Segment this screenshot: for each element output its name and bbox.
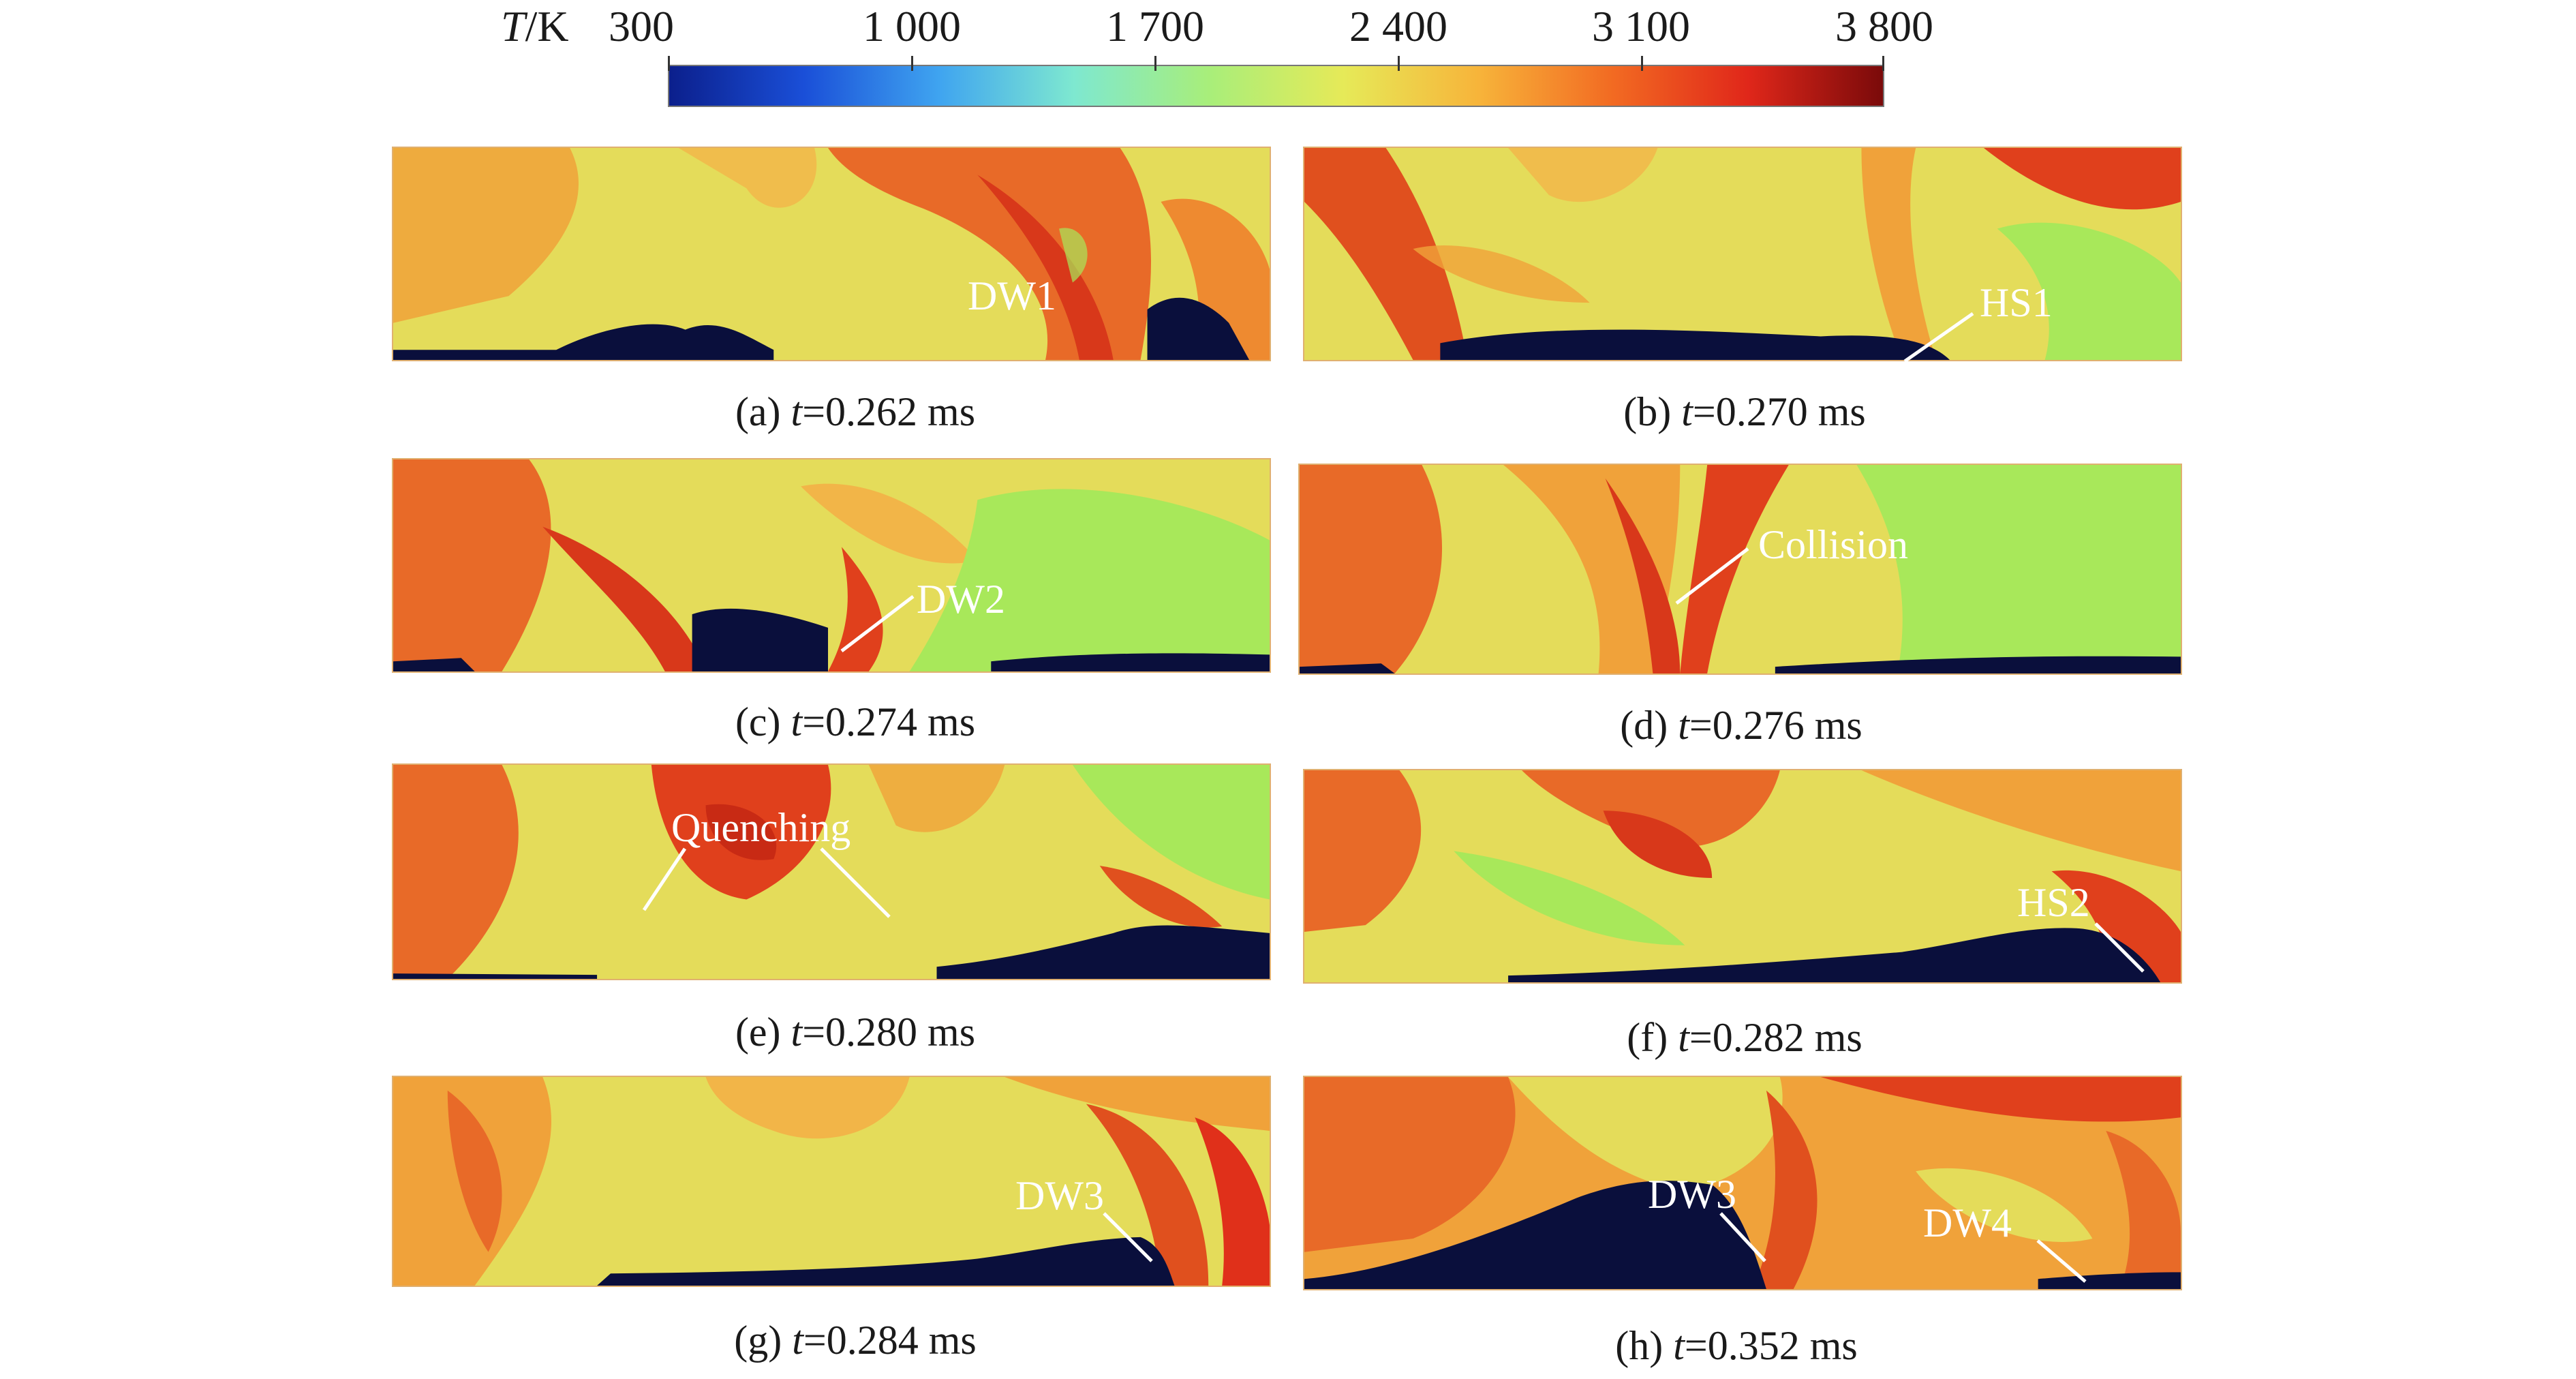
temperature-field-panel-a: [392, 147, 1271, 361]
colorbar-title-unit: /K: [525, 2, 569, 50]
colorbar-tick: [668, 56, 670, 71]
temperature-field-panel-b: [1303, 147, 2182, 361]
annotation-leader-line: [2036, 1239, 2087, 1283]
annotation-label: DW4: [1923, 1200, 2012, 1245]
colorbar-tick-label: 3 800: [1835, 2, 1933, 50]
caption-time-value: =0.284 ms: [803, 1318, 977, 1363]
temperature-field-panel-f: [1303, 769, 2182, 984]
annotation-leader-line: [642, 847, 687, 911]
caption-letter: (e): [735, 1010, 781, 1055]
colorbar-tick-label: 2 400: [1349, 2, 1447, 50]
caption-letter: (f): [1627, 1015, 1668, 1060]
annotation-leader-line: [2094, 922, 2145, 973]
caption-letter: (a): [735, 389, 781, 434]
colorbar-tick: [1154, 56, 1156, 71]
panel-caption: (c) t=0.274 ms: [735, 699, 975, 746]
colorbar-tick-label: 300: [609, 2, 674, 50]
caption-time-value: =0.274 ms: [802, 699, 976, 744]
annotation-label: HS1: [1980, 280, 2053, 325]
annotation-leader-line: [840, 595, 915, 652]
colorbar-tick-label: 3 100: [1592, 2, 1690, 50]
colorbar-tick: [1398, 56, 1400, 71]
annotation-leader-line: [1103, 1212, 1153, 1262]
temperature-field-panel-g: [392, 1076, 1271, 1287]
caption-time-value: =0.276 ms: [1689, 703, 1862, 748]
panel-caption: (d) t=0.276 ms: [1620, 702, 1862, 749]
panel-caption: (e) t=0.280 ms: [735, 1009, 975, 1056]
colorbar-tick: [1882, 56, 1884, 71]
caption-letter: (b): [1623, 389, 1672, 434]
colorbar-tick-label: 1 000: [863, 2, 961, 50]
annotation-label: HS2: [2017, 880, 2090, 925]
colorbar-tick: [911, 56, 913, 71]
caption-time-var: t: [791, 389, 803, 434]
annotation-label: DW1: [968, 273, 1056, 318]
annotation-leader-line: [820, 847, 891, 918]
colorbar-tick: [1641, 56, 1643, 71]
caption-letter: (d): [1620, 703, 1668, 748]
annotation-label: DW2: [917, 577, 1005, 622]
caption-time-value: =0.262 ms: [802, 389, 976, 434]
caption-time-value: =0.280 ms: [802, 1010, 976, 1055]
caption-time-value: =0.282 ms: [1689, 1015, 1862, 1060]
panel-caption: (h) t=0.352 ms: [1615, 1322, 1858, 1369]
caption-letter: (g): [734, 1318, 782, 1363]
caption-time-value: =0.352 ms: [1684, 1323, 1858, 1368]
caption-time-value: =0.270 ms: [1692, 389, 1866, 434]
colorbar-tick-label: 1 700: [1106, 2, 1204, 50]
caption-time-var: t: [1681, 389, 1693, 434]
panel-caption: (b) t=0.270 ms: [1623, 389, 1866, 436]
annotation-label: Quenching: [671, 805, 851, 850]
caption-time-var: t: [1678, 1015, 1689, 1060]
temperature-field-panel-e: [392, 763, 1271, 980]
annotation-label: DW3: [1648, 1172, 1736, 1217]
caption-time-var: t: [1673, 1323, 1685, 1368]
colorbar-title-var: T: [501, 2, 525, 50]
caption-letter: (c): [735, 699, 781, 744]
temperature-field-panel-h: [1303, 1076, 2182, 1290]
annotation-label: DW3: [1015, 1173, 1104, 1218]
caption-letter: (h): [1615, 1323, 1663, 1368]
annotation-leader-line: [1675, 547, 1749, 605]
colorbar: [668, 65, 1884, 107]
panel-caption: (g) t=0.284 ms: [734, 1317, 977, 1364]
panel-caption: (a) t=0.262 ms: [735, 389, 975, 436]
temperature-field-panel-c: [392, 458, 1271, 673]
annotation-leader-line: [1903, 312, 1974, 363]
temperature-field-panel-d: [1298, 464, 2182, 675]
panel-caption: (f) t=0.282 ms: [1627, 1014, 1862, 1061]
caption-time-var: t: [1678, 703, 1689, 748]
caption-time-var: t: [791, 1010, 803, 1055]
colorbar-title: T/K: [501, 1, 569, 52]
annotation-leader-line: [1719, 1212, 1766, 1262]
annotation-label: Collision: [1758, 522, 1909, 567]
caption-time-var: t: [791, 699, 803, 744]
caption-time-var: t: [792, 1318, 803, 1363]
